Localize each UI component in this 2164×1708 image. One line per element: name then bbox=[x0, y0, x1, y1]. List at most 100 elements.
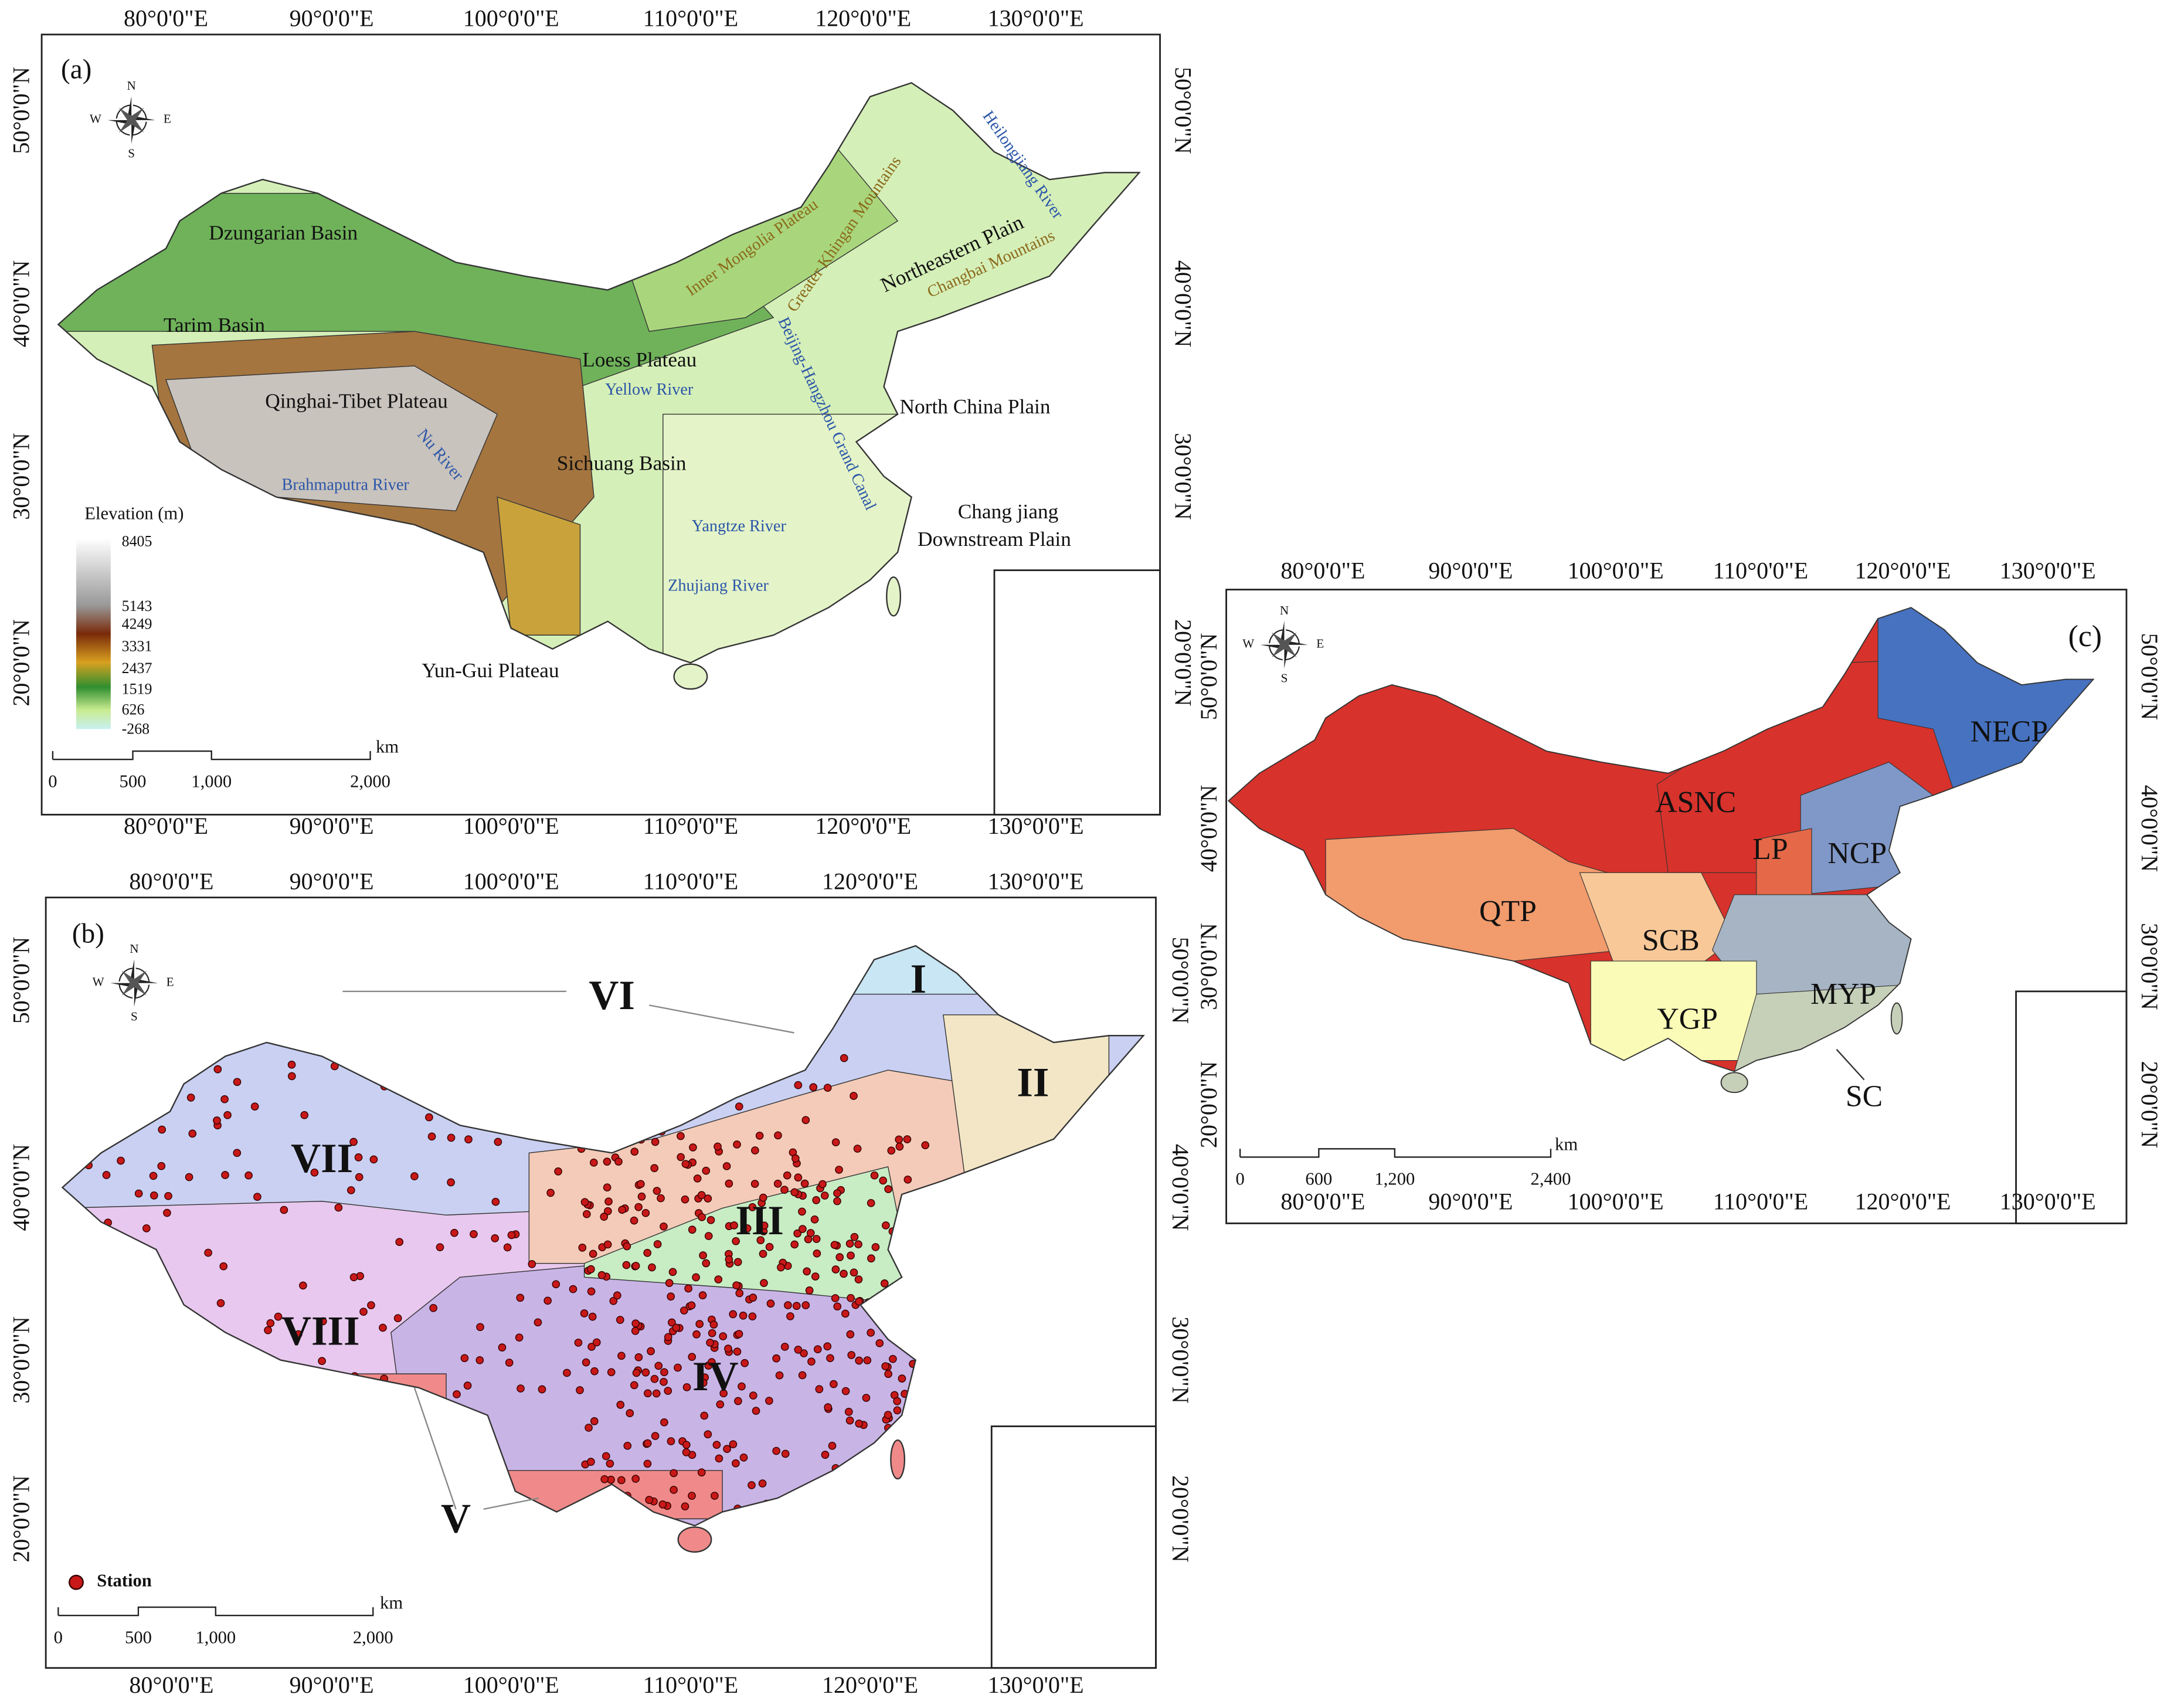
station bbox=[783, 1171, 791, 1180]
station bbox=[777, 1263, 785, 1272]
station bbox=[708, 1329, 716, 1337]
station bbox=[592, 1105, 601, 1113]
station bbox=[702, 1259, 711, 1268]
station bbox=[534, 1318, 542, 1327]
station bbox=[129, 1357, 138, 1366]
compass-rose bbox=[107, 96, 156, 145]
station bbox=[841, 1387, 850, 1395]
station bbox=[823, 1084, 832, 1092]
station bbox=[780, 1186, 789, 1194]
station bbox=[801, 1116, 810, 1125]
station bbox=[589, 1119, 598, 1128]
station bbox=[884, 1424, 892, 1432]
station bbox=[447, 1178, 455, 1187]
station bbox=[708, 1358, 716, 1366]
frame bbox=[40, 33, 1161, 816]
station bbox=[131, 1063, 139, 1071]
station bbox=[158, 1125, 167, 1134]
station bbox=[188, 1129, 197, 1138]
station bbox=[588, 1312, 597, 1321]
station bbox=[723, 1445, 731, 1454]
station bbox=[729, 1310, 738, 1319]
station bbox=[603, 1183, 612, 1192]
station bbox=[233, 1078, 242, 1086]
inset bbox=[990, 1425, 1157, 1669]
station bbox=[650, 1375, 659, 1383]
lat-label: 50°0'0"N bbox=[1167, 937, 1194, 1024]
station bbox=[542, 1099, 550, 1107]
station bbox=[792, 1302, 801, 1310]
station bbox=[501, 1070, 509, 1079]
station bbox=[724, 1344, 732, 1353]
station bbox=[825, 1493, 834, 1502]
station bbox=[740, 1359, 749, 1367]
lat-label: 20°0'0"N bbox=[1195, 1061, 1222, 1148]
compass-letter: W bbox=[90, 112, 101, 126]
station bbox=[813, 1249, 821, 1258]
station bbox=[823, 1342, 832, 1351]
lat-label: 40°0'0"N bbox=[2136, 785, 2163, 872]
station bbox=[651, 1137, 660, 1146]
lat-label: 40°0'0"N bbox=[1195, 785, 1222, 872]
station bbox=[711, 1492, 719, 1500]
station bbox=[318, 1357, 326, 1366]
scale-label: 2,000 bbox=[350, 771, 390, 791]
station bbox=[546, 1189, 555, 1197]
station bbox=[653, 1187, 661, 1195]
zone-label: III bbox=[735, 1198, 783, 1244]
compass-letter: E bbox=[167, 975, 174, 989]
region-label: NCP bbox=[1827, 837, 1887, 870]
river-label: Zhujiang River bbox=[668, 576, 769, 595]
lon-label: 80°0'0"E bbox=[129, 868, 213, 894]
station bbox=[900, 1227, 908, 1235]
lon-label: 100°0'0"E bbox=[1568, 1189, 1664, 1215]
station bbox=[853, 1145, 862, 1153]
station bbox=[849, 1492, 858, 1501]
region-label: LP bbox=[1752, 833, 1788, 866]
station bbox=[828, 1441, 837, 1450]
station bbox=[733, 1258, 742, 1266]
lat-label: 50°0'0"N bbox=[1170, 67, 1197, 154]
station bbox=[698, 1291, 707, 1299]
station bbox=[725, 1255, 733, 1264]
station bbox=[587, 1287, 596, 1296]
station bbox=[879, 1302, 887, 1310]
station bbox=[893, 1397, 902, 1405]
region-label: YGP bbox=[1657, 1003, 1718, 1036]
station bbox=[163, 1208, 171, 1217]
station bbox=[794, 1081, 803, 1089]
station bbox=[706, 1215, 715, 1224]
station bbox=[889, 1354, 897, 1363]
lon-label: 130°0'0"E bbox=[988, 1672, 1084, 1698]
station bbox=[236, 1374, 244, 1383]
scale-bar bbox=[1239, 1148, 1552, 1158]
lat-label: 40°0'0"N bbox=[8, 260, 35, 347]
station bbox=[798, 1207, 806, 1216]
station bbox=[607, 1368, 616, 1377]
station bbox=[675, 1081, 684, 1089]
inset bbox=[993, 569, 1161, 816]
region-label: ASNC bbox=[1655, 786, 1736, 819]
station bbox=[905, 1418, 914, 1427]
station bbox=[698, 1213, 706, 1221]
lon-label: 130°0'0"E bbox=[988, 5, 1084, 32]
station bbox=[735, 1289, 744, 1298]
station bbox=[645, 1496, 654, 1504]
station bbox=[704, 1232, 713, 1240]
region-label: SC bbox=[1846, 1079, 1883, 1113]
station bbox=[688, 1353, 697, 1361]
station bbox=[818, 1180, 827, 1189]
lon-label: 110°0'0"E bbox=[1713, 1189, 1809, 1215]
station bbox=[256, 1392, 264, 1401]
station bbox=[809, 1083, 818, 1092]
station bbox=[102, 1171, 111, 1179]
station bbox=[240, 1390, 249, 1398]
station bbox=[589, 1158, 598, 1167]
lon-label: 80°0'0"E bbox=[129, 1672, 213, 1698]
station bbox=[790, 1188, 799, 1197]
station bbox=[569, 1285, 577, 1293]
station bbox=[634, 1203, 643, 1211]
station bbox=[918, 1450, 926, 1458]
legend-value: 3331 bbox=[122, 637, 152, 654]
station bbox=[905, 1193, 913, 1201]
